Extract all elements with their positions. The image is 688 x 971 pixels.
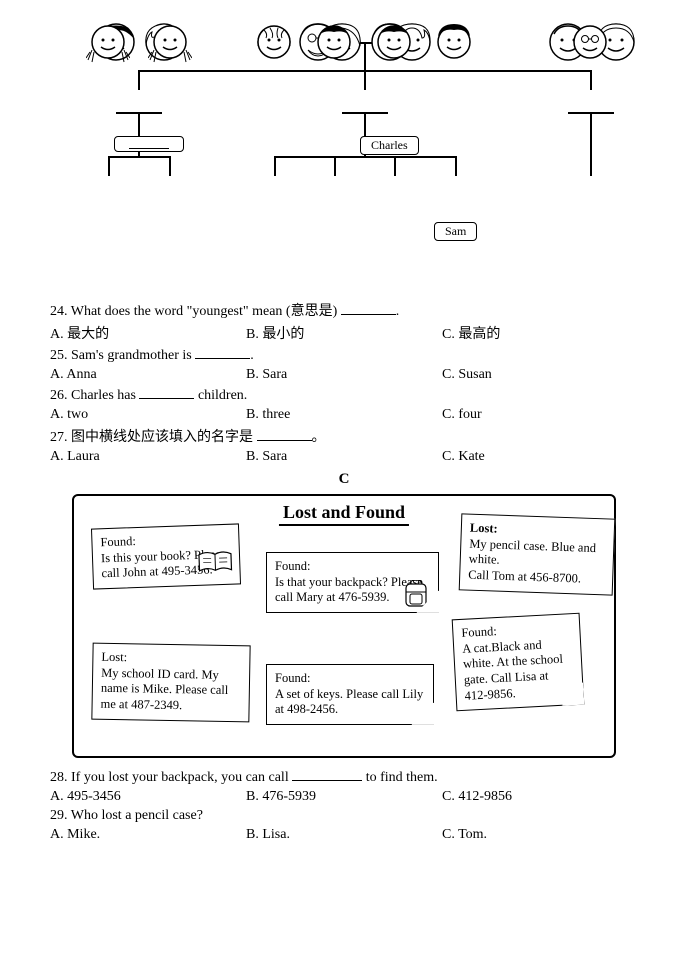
- sam-face: [432, 20, 476, 64]
- q28-c: C. 412-9856: [442, 789, 638, 805]
- board-title: Lost and Found: [279, 502, 409, 526]
- note-found-book: Found: Is this your book? Please call Jo…: [91, 523, 241, 589]
- questions-24-27: 24. What does the word "youngest" mean (…: [50, 300, 638, 465]
- note-lost-idcard: Lost: My school ID card. My name is Mike…: [91, 643, 250, 722]
- q27-a: A. Laura: [50, 449, 246, 465]
- q28-a: A. 495-3456: [50, 789, 246, 805]
- q27-c: C. Kate: [442, 449, 638, 465]
- q28-text-a: 28. If you lost your backpack, you can c…: [50, 770, 289, 785]
- q26-text-a: 26. Charles has: [50, 388, 136, 403]
- child2-face: [148, 20, 192, 64]
- family-tree: Charles Sam: [64, 20, 624, 290]
- q24-text: 24. What does the word "youngest" mean (…: [50, 304, 337, 319]
- q25-a: A. Anna: [50, 367, 246, 383]
- q27-b: B. Sara: [246, 449, 442, 465]
- book-icon: [197, 550, 234, 583]
- charles-label: Charles: [360, 136, 419, 155]
- q28-b: B. 476-5939: [246, 789, 442, 805]
- backpack-icon: [402, 580, 430, 618]
- q24-b: B. 最小的: [246, 323, 442, 343]
- blank-label: [114, 136, 184, 152]
- q25-text: 25. Sam's grandmother is: [50, 348, 192, 363]
- q26-text-b: children.: [198, 388, 247, 403]
- q27-text-a: 27. 图中横线处应该填入的名字是: [50, 430, 253, 445]
- sam-label: Sam: [434, 222, 477, 241]
- q24-a: A. 最大的: [50, 323, 246, 343]
- q29-a: A. Mike.: [50, 827, 246, 843]
- lost-found-board: Lost and Found Found: Is this your book?…: [72, 494, 616, 758]
- q29-text: 29. Who lost a pencil case?: [50, 808, 638, 824]
- q29-c: C. Tom.: [442, 827, 638, 843]
- section-c-header: C: [50, 471, 638, 488]
- note-found-keys: Found: A set of keys. Please call Lily a…: [266, 664, 434, 725]
- note-lost-pencilcase: Lost: My pencil case. Blue and white. Ca…: [459, 513, 616, 595]
- note-found-cat: Found: A cat.Black and white. At the sch…: [452, 613, 585, 712]
- q25-b: B. Sara: [246, 367, 442, 383]
- q26-a: A. two: [50, 407, 246, 423]
- note-found-backpack: Found: Is that your backpack? Please cal…: [266, 552, 439, 613]
- q26-c: C. four: [442, 407, 638, 423]
- q28-text-b: to find them.: [366, 770, 438, 785]
- child5-face: [372, 20, 416, 64]
- q24-c: C. 最高的: [442, 323, 638, 343]
- child4-face: [312, 20, 356, 64]
- q25-c: C. Susan: [442, 367, 638, 383]
- child3-face: [252, 20, 296, 64]
- child7-face: [568, 20, 612, 64]
- questions-28-29: 28. If you lost your backpack, you can c…: [50, 768, 638, 843]
- child1-face: [86, 20, 130, 64]
- q27-text-b: 。: [312, 430, 326, 445]
- q26-b: B. three: [246, 407, 442, 423]
- q29-b: B. Lisa.: [246, 827, 442, 843]
